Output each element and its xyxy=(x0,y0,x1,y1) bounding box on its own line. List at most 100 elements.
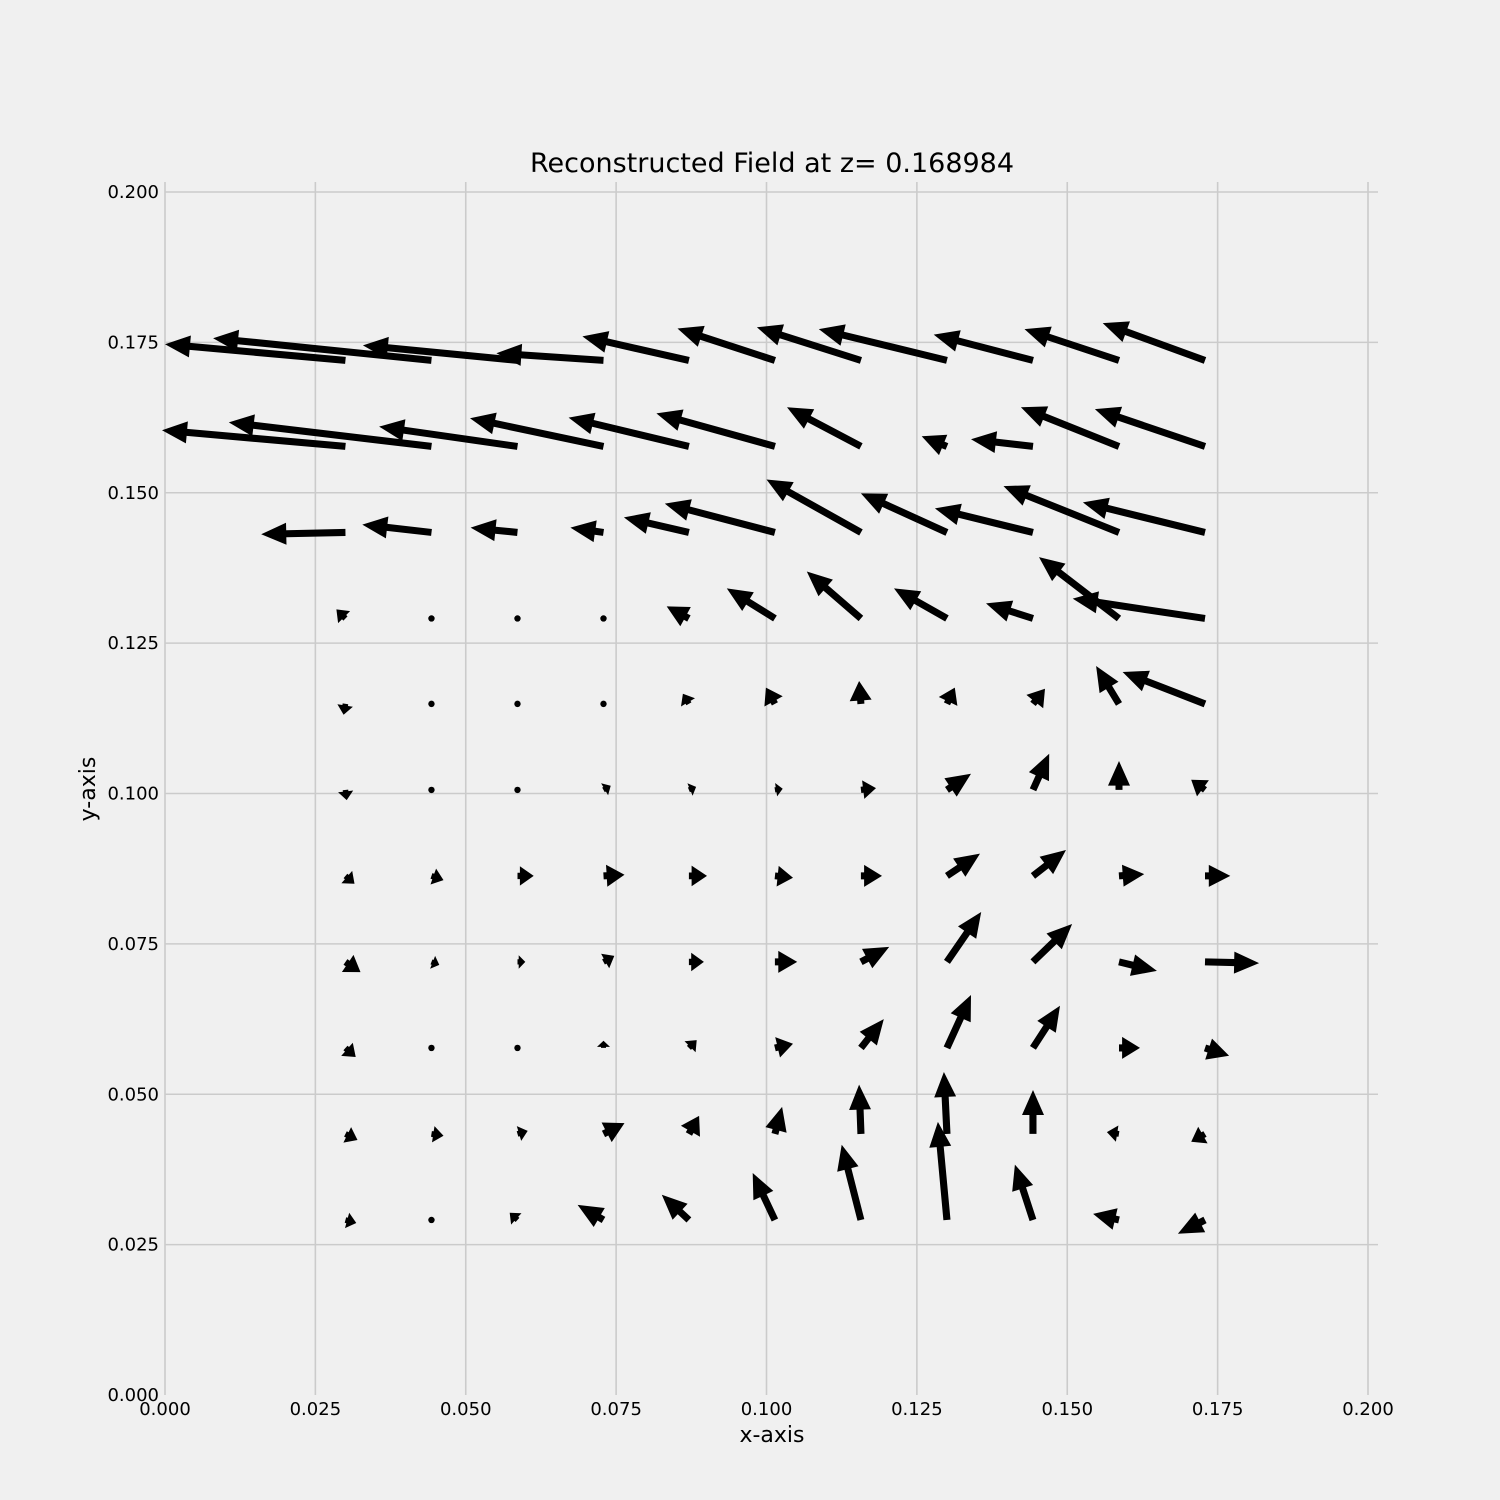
y-tick-label: 0.075 xyxy=(107,934,159,955)
field-arrow xyxy=(428,700,435,708)
field-arrow xyxy=(933,330,1034,364)
field-arrow xyxy=(514,700,521,708)
field-arrow xyxy=(1106,1125,1120,1142)
field-arrow xyxy=(213,329,432,364)
field-arrow xyxy=(921,434,949,456)
field-arrow xyxy=(1030,924,1073,965)
field-arrow xyxy=(1024,326,1121,364)
field-arrow xyxy=(860,864,882,887)
field-arrow xyxy=(514,615,521,622)
arrow-field xyxy=(162,321,1260,1234)
field-arrow xyxy=(1118,864,1145,887)
field-arrow xyxy=(430,868,444,885)
field-arrow xyxy=(677,325,776,364)
field-arrow xyxy=(470,412,605,450)
field-arrow xyxy=(938,687,958,706)
field-arrow xyxy=(577,1204,606,1227)
field-arrow xyxy=(818,324,948,364)
field-arrow xyxy=(680,1115,700,1137)
y-tick-label: 0.000 xyxy=(107,1385,159,1406)
field-arrow xyxy=(688,865,707,887)
field-arrow xyxy=(470,519,518,542)
field-arrow xyxy=(165,335,346,364)
field-arrow xyxy=(362,516,432,539)
y-axis-label: y-axis xyxy=(76,757,101,822)
field-arrow xyxy=(1204,951,1260,974)
field-arrow xyxy=(945,853,980,879)
x-tick-label: 0.100 xyxy=(741,1399,793,1420)
field-arrow xyxy=(849,681,872,705)
field-arrow xyxy=(766,479,863,536)
field-arrow xyxy=(929,1121,952,1221)
field-arrow xyxy=(1003,485,1121,536)
field-arrow xyxy=(806,571,864,622)
x-tick-label: 0.175 xyxy=(1192,1399,1244,1420)
field-arrow xyxy=(428,1216,435,1224)
field-arrow xyxy=(1020,406,1121,450)
field-arrow xyxy=(362,336,518,364)
field-arrow xyxy=(934,1072,957,1135)
field-arrow xyxy=(1118,954,1157,976)
field-arrow xyxy=(600,700,607,708)
field-arrow xyxy=(336,609,351,624)
field-arrow xyxy=(1203,1038,1230,1060)
y-tick-label: 0.050 xyxy=(107,1084,159,1105)
field-arrow xyxy=(664,499,776,536)
field-arrow xyxy=(514,786,521,794)
field-arrow xyxy=(496,343,604,366)
field-arrow xyxy=(379,419,518,450)
field-arrow xyxy=(684,1040,697,1053)
field-arrow xyxy=(1026,688,1045,709)
field-arrow xyxy=(752,1173,779,1222)
field-arrow xyxy=(428,786,435,794)
field-arrow xyxy=(688,952,704,972)
field-arrow xyxy=(603,864,625,887)
field-arrow xyxy=(341,954,361,973)
field-arrow xyxy=(570,520,604,543)
field-arrow xyxy=(1119,1036,1140,1059)
y-tick-label: 0.025 xyxy=(107,1235,159,1256)
field-arrow xyxy=(849,1084,871,1135)
field-arrow xyxy=(228,414,432,450)
field-arrow xyxy=(764,687,783,707)
x-tick-label: 0.000 xyxy=(139,1399,191,1420)
field-arrow xyxy=(337,703,353,715)
field-arrow xyxy=(774,783,783,797)
field-arrow xyxy=(765,1106,787,1135)
field-arrow xyxy=(338,789,354,801)
y-tick-label: 0.125 xyxy=(107,633,159,654)
field-arrow xyxy=(1094,406,1207,450)
x-tick-label: 0.150 xyxy=(1041,1399,1093,1420)
field-arrow xyxy=(516,1126,528,1141)
field-arrow xyxy=(1082,497,1206,536)
field-arrow xyxy=(656,409,776,450)
field-arrow xyxy=(681,693,695,707)
field-arrow xyxy=(1072,591,1206,622)
field-arrow xyxy=(1122,670,1207,708)
field-arrow xyxy=(341,1042,356,1057)
field-arrow xyxy=(623,512,690,536)
field-arrow xyxy=(1191,779,1209,797)
field-arrow xyxy=(774,950,798,973)
field-arrow xyxy=(943,995,971,1050)
field-arrow xyxy=(726,588,777,622)
y-tick-label: 0.100 xyxy=(107,784,159,805)
field-arrow xyxy=(1022,1090,1044,1134)
y-tick-label: 0.175 xyxy=(107,332,159,353)
field-arrow xyxy=(428,615,435,622)
field-arrow xyxy=(666,606,691,627)
field-arrow xyxy=(600,615,607,622)
field-arrow xyxy=(1108,761,1130,790)
field-arrow xyxy=(582,331,690,364)
field-arrow xyxy=(859,946,890,969)
field-arrow xyxy=(514,1044,521,1052)
x-tick-label: 0.075 xyxy=(590,1399,642,1420)
field-arrow xyxy=(687,783,697,796)
field-arrow xyxy=(431,1126,444,1143)
field-arrow xyxy=(344,1212,357,1229)
field-arrow xyxy=(509,1212,522,1225)
field-arrow xyxy=(162,421,346,450)
field-arrow xyxy=(428,1044,435,1052)
field-arrow xyxy=(1177,1212,1207,1234)
